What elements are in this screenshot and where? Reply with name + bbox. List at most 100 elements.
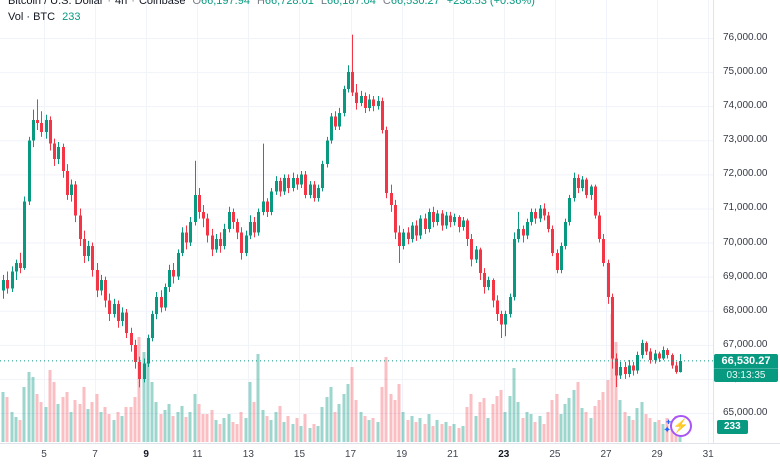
candle-body bbox=[211, 235, 214, 250]
candle-body bbox=[679, 360, 682, 373]
time-axis-label: 17 bbox=[344, 449, 357, 460]
volume-bar bbox=[95, 394, 99, 442]
volume-legend: Vol · BTC 233 bbox=[8, 11, 80, 23]
volume-bar bbox=[665, 418, 669, 442]
volume-bar bbox=[567, 398, 571, 442]
candle-body bbox=[70, 184, 73, 195]
volume-bar bbox=[648, 418, 652, 442]
candle-body bbox=[130, 332, 133, 345]
candle-body bbox=[189, 222, 192, 243]
candle-body bbox=[245, 235, 248, 253]
candle-body bbox=[177, 252, 180, 277]
volume-bar bbox=[248, 382, 252, 442]
volume-bar bbox=[320, 407, 324, 442]
candle-body bbox=[45, 119, 48, 132]
candle-body bbox=[551, 228, 554, 253]
price-axis-label: 70,000.00 bbox=[723, 236, 768, 248]
volume-bar bbox=[282, 422, 286, 442]
price-axis-label: 74,000.00 bbox=[723, 100, 768, 112]
volume-bar bbox=[580, 408, 584, 442]
volume-bar bbox=[10, 412, 14, 442]
candle-body bbox=[185, 232, 188, 243]
volume-bar bbox=[657, 420, 661, 442]
volume-bar bbox=[205, 414, 209, 442]
change-value: +238.53 (+0.36%) bbox=[446, 0, 535, 7]
candle-body bbox=[662, 349, 665, 359]
candle-body bbox=[645, 343, 648, 352]
volume-bar bbox=[499, 390, 503, 442]
volume-bar bbox=[103, 407, 107, 442]
quick-trade-button[interactable]: ✦ ✚ ⚡ bbox=[663, 413, 694, 443]
last-price-label: 66,530.27 03:13:35 bbox=[714, 353, 778, 382]
volume-bar bbox=[435, 420, 439, 442]
interval-label[interactable]: 4h bbox=[115, 0, 128, 7]
close-value: 66,530.27 bbox=[390, 0, 440, 7]
candle-body bbox=[568, 198, 571, 223]
candle-body bbox=[270, 191, 273, 212]
symbol-title[interactable]: Bitcoin / U.S. Dollar bbox=[8, 0, 104, 7]
volume-study-label[interactable]: Vol · BTC bbox=[8, 11, 56, 23]
volume-bar bbox=[418, 418, 422, 442]
candle-body bbox=[108, 300, 111, 315]
candle-body bbox=[198, 194, 201, 212]
candle-body bbox=[560, 245, 563, 270]
volume-bar bbox=[533, 422, 537, 442]
candle-body bbox=[181, 232, 184, 253]
candle-body bbox=[487, 280, 490, 287]
time-axis-label: 11 bbox=[192, 449, 203, 460]
candle-body bbox=[202, 211, 205, 219]
high-value: 66,728.01 bbox=[264, 0, 314, 7]
volume-bar bbox=[555, 394, 559, 442]
exchange-label[interactable]: Coinbase bbox=[138, 0, 186, 7]
price-axis-label: 76,000.00 bbox=[723, 32, 768, 43]
volume-bar bbox=[610, 314, 614, 442]
volume-bar bbox=[167, 404, 171, 442]
candle-body bbox=[441, 213, 444, 226]
volume-bar bbox=[56, 404, 60, 442]
volume-bar bbox=[124, 407, 128, 442]
candle-body bbox=[91, 245, 94, 270]
time-axis-label: 5 bbox=[41, 449, 47, 460]
volume-bar bbox=[491, 404, 495, 442]
volume-bar bbox=[99, 412, 103, 442]
candle-body bbox=[15, 263, 18, 272]
candle-body bbox=[304, 174, 307, 195]
time-axis-label: 29 bbox=[651, 449, 663, 460]
candle-body bbox=[338, 113, 341, 127]
volume-bar bbox=[5, 397, 9, 442]
volume-bar bbox=[133, 397, 137, 442]
candle-body bbox=[23, 201, 26, 269]
volume-bar bbox=[410, 416, 414, 442]
volume-bar bbox=[550, 400, 554, 442]
candle-body bbox=[564, 222, 567, 246]
candle-body bbox=[517, 228, 520, 240]
candle-body bbox=[279, 181, 282, 192]
volume-bar bbox=[538, 416, 542, 442]
candle-body bbox=[415, 225, 418, 236]
volume-bar bbox=[171, 416, 175, 442]
volume-bar bbox=[299, 426, 303, 442]
volume-bar bbox=[461, 426, 465, 442]
candle-body bbox=[11, 271, 14, 289]
candle-body bbox=[125, 312, 128, 333]
volume-bar bbox=[512, 368, 516, 442]
candle-body bbox=[313, 184, 316, 199]
candle-body bbox=[100, 280, 103, 291]
candle-body bbox=[36, 119, 39, 124]
time-axis[interactable]: 5 7 9 11 13 15 17 19 21 23 25 27 29 31 bbox=[0, 443, 780, 470]
close-letter: C bbox=[382, 0, 391, 7]
volume-bar bbox=[73, 400, 77, 442]
volume-bar bbox=[231, 422, 235, 442]
volume-bar bbox=[333, 412, 337, 442]
volume-bar bbox=[39, 402, 43, 442]
volume-bar bbox=[18, 420, 22, 442]
candle-body bbox=[671, 355, 674, 366]
candle-body bbox=[287, 177, 290, 189]
candle-body bbox=[458, 216, 461, 228]
candle-body bbox=[453, 216, 456, 223]
candle-body bbox=[321, 164, 324, 189]
candle-body bbox=[462, 220, 465, 228]
volume-bar bbox=[129, 407, 133, 442]
candle-body bbox=[432, 211, 435, 223]
